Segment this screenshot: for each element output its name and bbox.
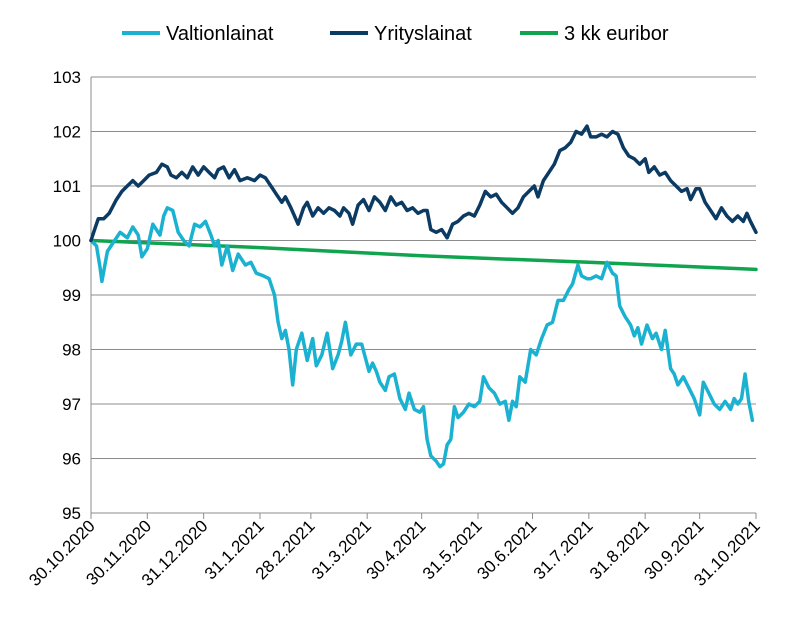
- series-lines: [89, 124, 758, 469]
- legend-label: Valtionlainat: [166, 23, 274, 45]
- y-tick-label: 99: [62, 286, 81, 305]
- x-tick-label: 30.4.2021: [363, 516, 430, 583]
- y-tick-label: 101: [53, 177, 81, 196]
- axes: [90, 77, 757, 519]
- series-line-0: [89, 206, 755, 469]
- y-tick-label: 98: [62, 341, 81, 360]
- x-axis-tick-labels: 30.10.202030.11.202031.12.202031.1.20212…: [25, 516, 764, 590]
- series-line-2: [89, 238, 758, 272]
- legend-label: 3 kk euribor: [564, 23, 669, 45]
- y-tick-label: 103: [53, 68, 81, 87]
- legend-label: Yrityslainat: [374, 23, 472, 45]
- x-tick-label: 30.6.2021: [473, 516, 540, 583]
- y-tick-label: 97: [62, 395, 81, 414]
- x-tick-label: 31.7.2021: [530, 516, 597, 583]
- gridlines: [91, 76, 756, 459]
- series-line-1: [89, 124, 758, 243]
- y-tick-label: 96: [62, 450, 81, 469]
- y-tick-label: 100: [53, 232, 81, 251]
- y-tick-label: 95: [62, 504, 81, 523]
- y-axis-tick-labels: 95 96 97 98 99 100 101 102 103: [53, 68, 81, 523]
- y-tick-label: 102: [53, 123, 81, 142]
- legend: Valtionlainat Yrityslainat 3 kk euribor: [122, 23, 669, 45]
